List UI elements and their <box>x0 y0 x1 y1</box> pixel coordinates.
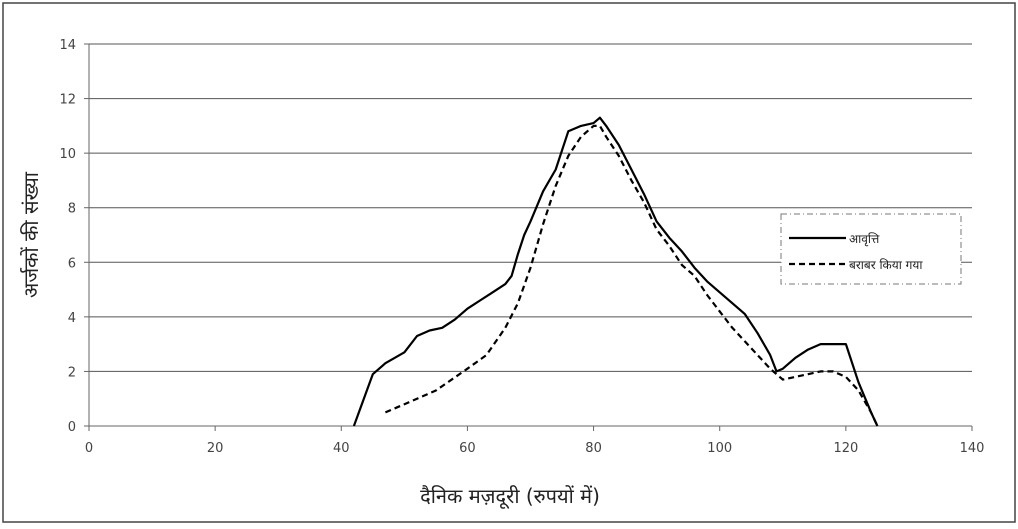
y-tick-label-0: 0 <box>68 420 76 435</box>
x-axis-title: दैनिक मज़दूरी (रुपयों में) <box>420 484 600 509</box>
legend: आवृत्ति बराबर किया गया <box>780 213 962 285</box>
x-tick-label-4: 80 <box>585 441 602 456</box>
y-axis-title: अर्जकों की संख्या <box>19 171 43 298</box>
series-line-frequency <box>352 116 879 427</box>
y-tick-label-5: 10 <box>59 147 76 162</box>
y-tick-label-7: 14 <box>59 38 76 53</box>
series-line-smoothed <box>384 124 879 427</box>
y-tick-label-3: 6 <box>68 256 76 271</box>
x-tick-label-0: 0 <box>85 441 93 456</box>
x-tick-label-2: 40 <box>333 441 350 456</box>
y-tick-label-6: 12 <box>59 93 76 108</box>
x-tick-label-3: 60 <box>459 441 476 456</box>
legend-label-smoothed: बराबर किया गया <box>849 258 923 272</box>
y-tick-label-4: 8 <box>68 202 76 217</box>
y-tick-label-1: 2 <box>68 365 76 380</box>
legend-box <box>780 213 962 285</box>
y-tick-label-2: 4 <box>68 311 76 326</box>
legend-label-frequency: आवृत्ति <box>849 232 880 247</box>
x-tick-label-7: 140 <box>960 441 985 456</box>
x-tick-label-1: 20 <box>207 441 224 456</box>
x-tick-label-5: 100 <box>707 441 732 456</box>
x-tick-label-6: 120 <box>833 441 858 456</box>
